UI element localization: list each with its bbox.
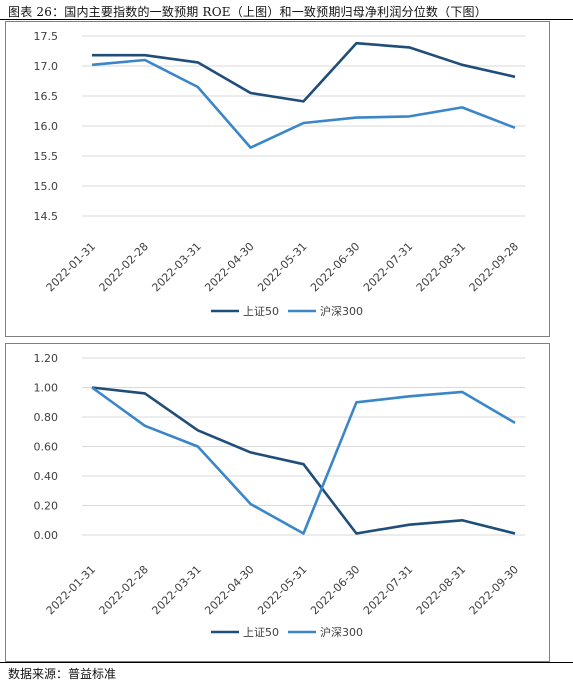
- chart-profit-percentile-panel: 0.00 0.20 0.40 0.60 0.80 1.00 1.20 2022-01-31 20…: [5, 343, 550, 662]
- profit-y-tick-label: 0.00: [34, 529, 59, 542]
- profit-x-tick-label: 2022-04-30: [202, 563, 256, 617]
- profit-legend-label-hs300: 沪深300: [320, 625, 363, 639]
- profit-y-tick-label: 1.20: [34, 352, 59, 365]
- source-separator: [0, 662, 573, 663]
- roe-series-line-sse50: [92, 41, 516, 103]
- title-separator: [0, 19, 573, 20]
- roe-y-tick-label: 16.5: [34, 90, 59, 103]
- profit-x-tick-label: 2022-06-30: [308, 563, 362, 617]
- roe-x-tick-label: 2022-03-31: [149, 240, 203, 294]
- roe-y-tick-label: 14.5: [34, 210, 59, 223]
- data-source: 数据来源：普益标准: [8, 667, 117, 681]
- roe-x-tick-label: 2022-08-31: [414, 240, 468, 294]
- roe-y-tick-label: 15.5: [34, 150, 59, 163]
- roe-legend-label-hs300: 沪深300: [320, 304, 363, 318]
- profit-x-tick-label: 2022-01-31: [44, 563, 98, 617]
- profit-x-tick-label: 2022-08-31: [414, 563, 468, 617]
- roe-x-tick-label: 2022-01-31: [44, 240, 98, 294]
- roe-x-tick-label: 2022-07-31: [361, 240, 415, 294]
- chart-roe: 14.515.015.516.016.517.017.52022-01-3120…: [34, 30, 525, 318]
- roe-x-tick-label: 2022-05-31: [255, 240, 309, 294]
- roe-y-tick-label: 16.0: [34, 120, 59, 133]
- profit-series-line-hs300: [91, 386, 516, 535]
- profit-legend-label-sse50: 上证50: [243, 626, 279, 639]
- profit-x-tick-label: 2022-02-28: [97, 563, 151, 617]
- chart-roe-panel: 14.5 15.0 15.5 16.0 16.5 17.0 17.5 2022-01-31 20…: [5, 21, 550, 337]
- profit-y-tick-label: 0.20: [34, 500, 59, 513]
- roe-y-tick-label: 15.0: [34, 180, 59, 193]
- profit-y-tick-label: 1.00: [34, 382, 59, 395]
- roe-legend-label-sse50: 上证50: [243, 305, 279, 318]
- roe-x-tick-label: 2022-02-28: [97, 240, 151, 294]
- profit-x-tick-label: 2022-09-30: [467, 563, 521, 617]
- roe-series-line-hs300: [91, 58, 516, 149]
- chart-profit-percentile: 0.000.200.400.600.801.001.202022-01-3120…: [34, 352, 525, 639]
- profit-y-tick-label: 0.60: [34, 441, 59, 454]
- roe-x-tick-label: 2022-09-28: [467, 240, 521, 294]
- profit-x-tick-label: 2022-07-31: [361, 563, 415, 617]
- roe-y-tick-label: 17.0: [34, 60, 59, 73]
- roe-x-tick-label: 2022-06-30: [308, 240, 362, 294]
- figure-title: 图表 26：国内主要指数的一致预期 ROE（上图）和一致预期归母净利润分位数（下…: [8, 5, 487, 19]
- roe-x-tick-label: 2022-04-30: [202, 240, 256, 294]
- profit-x-tick-label: 2022-03-31: [149, 563, 203, 617]
- profit-y-tick-label: 0.40: [34, 470, 59, 483]
- roe-y-tick-label: 17.5: [34, 30, 59, 43]
- profit-x-tick-label: 2022-05-31: [255, 563, 309, 617]
- profit-series-line-sse50: [91, 386, 516, 535]
- profit-y-tick-label: 0.80: [34, 411, 59, 424]
